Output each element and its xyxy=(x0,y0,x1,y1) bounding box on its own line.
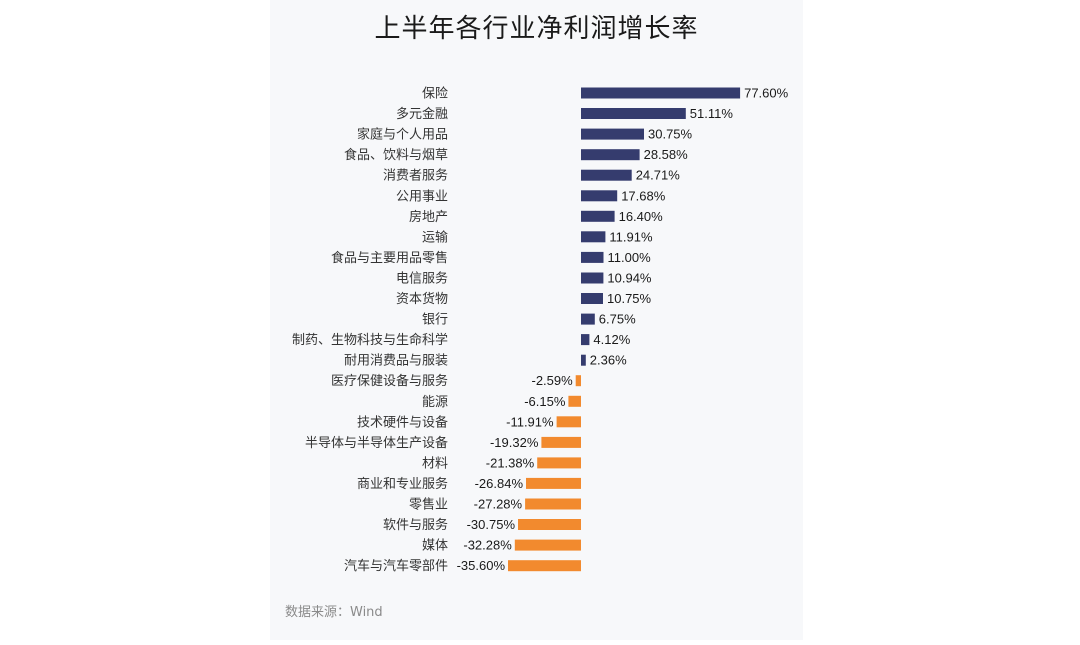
value-label: -21.38% xyxy=(486,455,535,470)
bar xyxy=(581,251,604,263)
bar xyxy=(581,169,632,181)
bar xyxy=(581,272,604,284)
bar xyxy=(581,87,741,99)
value-label: -6.15% xyxy=(524,394,566,409)
category-label: 材料 xyxy=(422,456,448,471)
bar xyxy=(581,293,603,304)
bar xyxy=(575,375,581,387)
bar xyxy=(581,128,644,140)
bar xyxy=(525,498,581,510)
bar xyxy=(508,560,581,572)
value-label: 10.94% xyxy=(607,271,652,286)
category-label: 资本货物 xyxy=(396,291,448,307)
value-label: 16.40% xyxy=(619,209,664,224)
value-label: -19.32% xyxy=(490,435,539,450)
value-label: 11.00% xyxy=(608,250,652,265)
value-label: 77.60% xyxy=(744,86,789,101)
category-label: 房地产 xyxy=(409,209,448,225)
bar xyxy=(568,395,581,407)
category-label: 食品、饮料与烟草 xyxy=(344,147,448,163)
data-source-note: 数据来源：Wind xyxy=(285,605,383,620)
bar xyxy=(581,313,595,325)
bar xyxy=(518,519,581,530)
category-label: 耐用消费品与服装 xyxy=(344,354,448,369)
value-label: 51.11% xyxy=(690,106,734,121)
bar xyxy=(541,436,581,448)
value-label: -35.60% xyxy=(457,558,506,573)
category-label: 家庭与个人用品 xyxy=(357,127,448,143)
bar xyxy=(556,416,581,428)
bar xyxy=(581,190,618,202)
chart-card: 上半年各行业净利润增长率 xyxy=(270,0,803,640)
category-label: 媒体 xyxy=(422,539,448,554)
category-label: 电信服务 xyxy=(396,271,448,287)
category-label: 食品与主要用品零售 xyxy=(331,250,448,266)
value-label: -32.28% xyxy=(463,538,512,553)
category-label: 银行 xyxy=(422,313,448,328)
value-label: 28.58% xyxy=(644,147,689,162)
category-label: 消费者服务 xyxy=(383,168,448,184)
bar xyxy=(581,210,615,222)
category-label: 技术硬件与设备 xyxy=(357,414,448,430)
value-label: 10.75% xyxy=(607,291,652,306)
value-label: 4.12% xyxy=(593,332,630,347)
bar xyxy=(537,457,581,469)
bar xyxy=(581,334,590,346)
bar xyxy=(581,149,640,161)
bar xyxy=(581,354,586,366)
category-label: 半导体与半导体生产设备 xyxy=(305,435,448,451)
category-label: 能源 xyxy=(422,395,448,410)
value-label: -26.84% xyxy=(475,476,524,491)
bar xyxy=(526,477,581,489)
value-label: -27.28% xyxy=(474,497,523,512)
bar xyxy=(581,231,606,243)
chart-title: 上半年各行业净利润增长率 xyxy=(374,14,699,44)
value-label: 30.75% xyxy=(648,127,693,142)
category-label: 医疗保健设备与服务 xyxy=(331,373,448,389)
category-label: 保险 xyxy=(422,87,448,102)
bar xyxy=(514,539,581,551)
bar xyxy=(581,108,686,119)
category-label: 运输 xyxy=(422,229,448,245)
category-label: 软件与服务 xyxy=(383,517,448,533)
value-label: -2.59% xyxy=(531,373,573,388)
value-label: 24.71% xyxy=(636,168,681,183)
value-label: 6.75% xyxy=(599,312,636,327)
value-label: 2.36% xyxy=(590,353,627,368)
category-label: 零售业 xyxy=(409,497,448,513)
category-label: 公用事业 xyxy=(396,189,448,204)
value-label: -11.91% xyxy=(506,414,554,429)
value-label: 17.68% xyxy=(621,188,666,203)
category-label: 商业和专业服务 xyxy=(357,476,448,492)
category-label: 制药、生物科技与生命科学 xyxy=(292,332,448,348)
value-label: -30.75% xyxy=(467,517,516,532)
category-label: 多元金融 xyxy=(396,106,448,122)
value-label: 11.91% xyxy=(609,229,653,244)
category-label: 汽车与汽车零部件 xyxy=(344,558,448,574)
